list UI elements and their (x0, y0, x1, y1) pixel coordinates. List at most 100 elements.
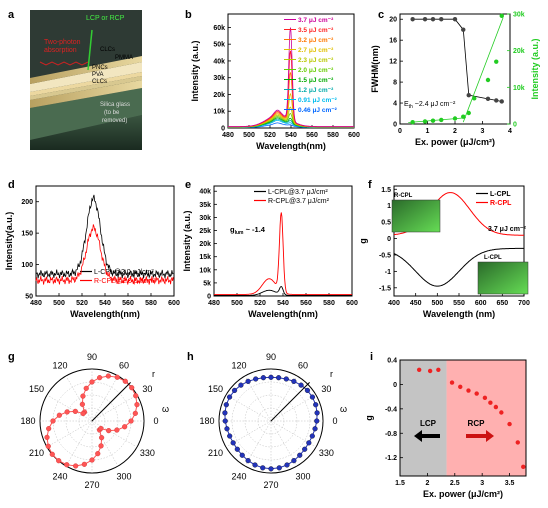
y-tick-label: 30k (213, 75, 225, 82)
panel-g: g 0 30 60 90 120 150 180 210 240 270 300 330 r ω (8, 351, 169, 490)
rcpl-inset-label: R-CPL (394, 193, 413, 199)
y-tick-label: 0 (207, 294, 211, 301)
panel-c-label: c (378, 9, 384, 21)
silica-text-2: (to be (104, 110, 120, 116)
polar-point (89, 457, 95, 463)
pmma-layer (30, 62, 142, 92)
fwhm-point (499, 99, 504, 104)
polar-point (73, 463, 79, 469)
x-tick-label: 540 (277, 300, 289, 307)
polar-point (223, 402, 229, 408)
glum-point (521, 464, 526, 470)
polar-point (50, 418, 56, 424)
polar-spoke (225, 394, 272, 422)
intensity-point (466, 110, 471, 116)
angle-label: 300 (116, 471, 131, 481)
x-tick-label: 650 (496, 300, 508, 307)
polar-point (312, 426, 318, 432)
polar-point (80, 393, 86, 399)
x-tick-label: 560 (122, 300, 134, 307)
polar-point (45, 443, 51, 449)
x-tick-label: 520 (254, 300, 266, 307)
fwhm-point (452, 17, 458, 22)
polar-point (260, 465, 266, 471)
x-tick-label: 580 (145, 300, 157, 307)
polar-point (302, 446, 308, 452)
y-tick-label: 50 (25, 294, 33, 301)
x-tick-label: 4 (508, 128, 512, 135)
x-axis-label: Ex. power (μJ/cm²) (423, 489, 503, 499)
y-axis-label: FWHM(nm) (370, 45, 380, 92)
polar-point (276, 465, 282, 471)
angle-label: 60 (119, 361, 129, 371)
x-tick-label: 450 (410, 300, 422, 307)
y-tick-label: 20k (213, 92, 225, 99)
y-tick-label: 0 (387, 236, 391, 243)
panel-f-label: f (368, 179, 372, 191)
panel-h: h 0 30 60 90 120 150 180 210 240 270 300 330 r ω (187, 351, 347, 490)
polar-point (134, 402, 140, 408)
intensity-point (499, 13, 504, 19)
legend-label: R-CPL (490, 200, 512, 207)
clcs-bottom-text: CLCs (92, 79, 107, 85)
glum-point (416, 367, 422, 372)
glum-point (466, 388, 471, 393)
x-tick-label: 500 (243, 132, 255, 139)
polar-point (83, 385, 89, 391)
y-tick-label: 30k (199, 215, 211, 222)
x-tick-label: 600 (348, 132, 360, 139)
h-r-label: r (330, 369, 333, 379)
x-tick-label: 560 (306, 132, 318, 139)
polar-point (283, 376, 289, 382)
y-tick-label: 0 (393, 122, 397, 129)
pncs-text: PNCs (92, 65, 108, 71)
panel-d: d 480 500 520 540 560 580 600 50 100 150 200 Wavele… (4, 179, 180, 319)
panel-g-label: g (8, 351, 15, 363)
polar-point (309, 394, 316, 400)
y-tick-label: 40k (213, 58, 225, 65)
glum-point (449, 380, 455, 385)
polar-point (226, 394, 233, 400)
polar-point (260, 375, 266, 381)
threshold-annotation: Eth ~2.4 μJ cm⁻² (404, 101, 456, 110)
polar-point (253, 376, 259, 382)
angle-label: 240 (52, 471, 67, 481)
chart-f: 400 450 500 550 600 650 700 -1.5 -1 -0.5 0 0.5 1 1.5 W… (358, 185, 530, 319)
x-tick-label: 400 (388, 300, 400, 307)
fluence-annotation: 3.7 μJ cm⁻² (488, 226, 527, 233)
y-tick-label: 20k (199, 241, 211, 248)
y-tick-label: 60k (213, 25, 225, 32)
y-tick-label: -1.2 (385, 455, 397, 462)
y-tick-label: -1 (385, 269, 391, 276)
y-axis-label: g (364, 415, 374, 421)
angle-label: 240 (231, 471, 246, 481)
polar-point (291, 378, 297, 384)
angle-label: 180 (199, 416, 214, 426)
y-tick-label: 100 (21, 262, 33, 269)
right-tick-label: 0 (513, 122, 517, 129)
x-tick-label: 520 (76, 300, 88, 307)
two-photon-text: Two-photon (44, 39, 81, 46)
legend-label: 2.0 μJ cm⁻² (298, 67, 334, 74)
lcp-arrow-icon (414, 430, 440, 442)
legend-label: R-CPL@2.0 μJ/cm² (94, 278, 156, 285)
panel-b: b 480 500 520 540 560 580 600 0 10k 20k 30k 40k 50k 6… (185, 9, 360, 151)
polar-point (306, 440, 312, 446)
polar-point (297, 452, 303, 458)
panel-a-label: a (8, 9, 15, 21)
absorption-text: absorption (44, 47, 77, 54)
y-tick-label: 0.4 (387, 358, 397, 365)
y-tick-label: 1.5 (381, 187, 391, 194)
polar-point (222, 418, 228, 424)
polar-point (81, 461, 87, 467)
x-tick-label: 580 (327, 132, 339, 139)
y-axis-label: Intensity (a.u.) (182, 210, 192, 271)
polar-point (72, 408, 78, 414)
y-tick-label: 10k (199, 267, 211, 274)
polar-spoke (46, 394, 93, 422)
y-tick-label: 35k (199, 202, 211, 209)
polar-point (239, 452, 245, 458)
panel-d-label: d (8, 179, 15, 191)
